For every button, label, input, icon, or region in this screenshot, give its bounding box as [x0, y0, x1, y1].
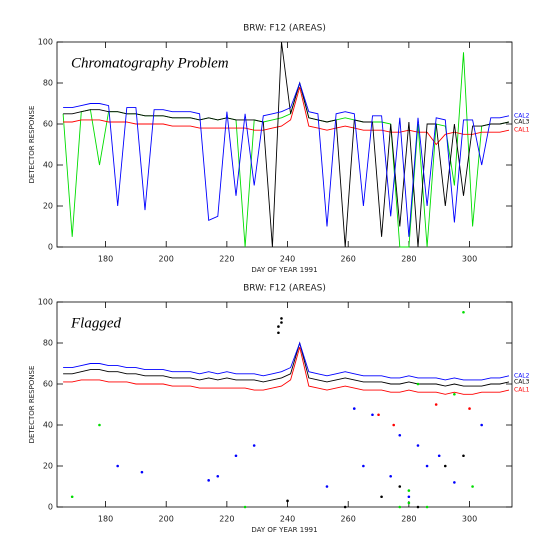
flagged-point — [343, 505, 347, 509]
flagged-point — [280, 317, 283, 320]
series-label: CAL1 — [514, 387, 530, 394]
flagged-point — [362, 464, 365, 468]
plot-frame — [56, 301, 513, 508]
flagged-point — [389, 474, 392, 478]
series-label: CAL3 — [514, 378, 530, 385]
x-tick-label: 220 — [219, 515, 234, 524]
y-tick-label: 60 — [43, 120, 53, 129]
flagged-point — [70, 495, 74, 499]
y-tick-label: 0 — [48, 243, 53, 252]
flagged-point — [480, 423, 483, 427]
flagged-point — [416, 382, 420, 386]
x-tick-label: 220 — [219, 255, 234, 264]
flagged-point — [380, 495, 383, 499]
series-label: CAL1 — [514, 127, 530, 134]
flagged-point — [216, 474, 220, 478]
flagged-point — [434, 403, 438, 406]
chart-title: BRW: F12 (AREAS) — [243, 284, 326, 294]
series-line — [63, 41, 510, 248]
flagged-point — [398, 433, 402, 437]
flagged-point — [462, 454, 465, 458]
flagged-point — [116, 464, 119, 468]
flagged-point — [286, 499, 289, 503]
flagged-point — [280, 321, 283, 324]
plot-frame — [56, 41, 513, 248]
flagged-point — [277, 325, 280, 328]
flagged-point — [462, 310, 465, 314]
y-tick-label: 80 — [43, 339, 53, 348]
x-tick-label: 300 — [462, 255, 477, 264]
series-label: CAL2 — [514, 112, 530, 119]
y-tick-label: 20 — [43, 462, 53, 471]
y-axis-label: DETECTOR RESPONSE — [28, 106, 36, 184]
x-tick-label: 180 — [98, 255, 113, 264]
flagged-point — [243, 505, 247, 509]
x-tick-label: 240 — [280, 255, 295, 264]
y-axis-label: DETECTOR RESPONSE — [28, 366, 36, 444]
flagged-point — [453, 481, 456, 484]
y-tick-label: 100 — [38, 38, 53, 47]
x-tick-label: 180 — [98, 515, 113, 524]
annotation: Flagged — [70, 315, 121, 331]
annotation: Chromatography Problem — [71, 55, 229, 71]
y-tick-label: 0 — [48, 503, 53, 512]
series-line — [63, 346, 510, 395]
y-tick-label: 40 — [43, 421, 53, 430]
x-tick-label: 280 — [401, 255, 416, 264]
y-tick-label: 100 — [38, 298, 53, 307]
flagged-point — [407, 501, 411, 505]
series-line — [63, 341, 510, 381]
x-axis-label: DAY OF YEAR 1991 — [251, 526, 317, 534]
y-tick-label: 80 — [43, 79, 53, 88]
y-tick-label: 60 — [43, 380, 53, 389]
x-axis-label: DAY OF YEAR 1991 — [251, 266, 317, 274]
flagged-point — [392, 423, 396, 427]
x-tick-label: 300 — [462, 515, 477, 524]
flagged-point — [425, 464, 429, 468]
flagged-point — [98, 423, 101, 427]
x-tick-label: 200 — [159, 255, 174, 264]
flagged-point — [407, 489, 411, 492]
flagged-point — [252, 444, 256, 447]
y-tick-label: 20 — [43, 202, 53, 211]
flagged-point — [371, 413, 374, 417]
flagged-point — [471, 485, 474, 488]
flagged-point — [207, 479, 210, 482]
x-tick-label: 260 — [341, 515, 356, 524]
flagged-point — [352, 407, 356, 410]
flagged-point — [425, 505, 429, 509]
flagged-point — [140, 470, 144, 474]
flagged-point — [416, 444, 420, 447]
flagged-point — [277, 331, 280, 335]
y-tick-label: 40 — [43, 161, 53, 170]
flagged-point — [416, 505, 420, 509]
flagged-point — [407, 495, 411, 499]
flagged-point — [443, 464, 447, 468]
flagged-point — [377, 413, 380, 417]
series-label: CAL2 — [514, 372, 530, 379]
flagged-point — [453, 392, 456, 396]
x-tick-label: 240 — [280, 515, 295, 524]
flagged-point — [398, 505, 402, 509]
flagged-point — [398, 485, 402, 488]
series-line — [62, 52, 510, 248]
x-tick-label: 260 — [341, 255, 356, 264]
flagged-point — [437, 454, 441, 458]
flagged-point — [234, 454, 238, 458]
x-tick-label: 200 — [159, 515, 174, 524]
flagged-point — [325, 485, 329, 488]
x-tick-label: 280 — [401, 515, 416, 524]
flagged-point — [468, 407, 471, 410]
chart-title: BRW: F12 (AREAS) — [243, 24, 326, 34]
series-line — [63, 341, 510, 387]
series-label: CAL3 — [514, 118, 530, 125]
series-line — [63, 81, 510, 237]
